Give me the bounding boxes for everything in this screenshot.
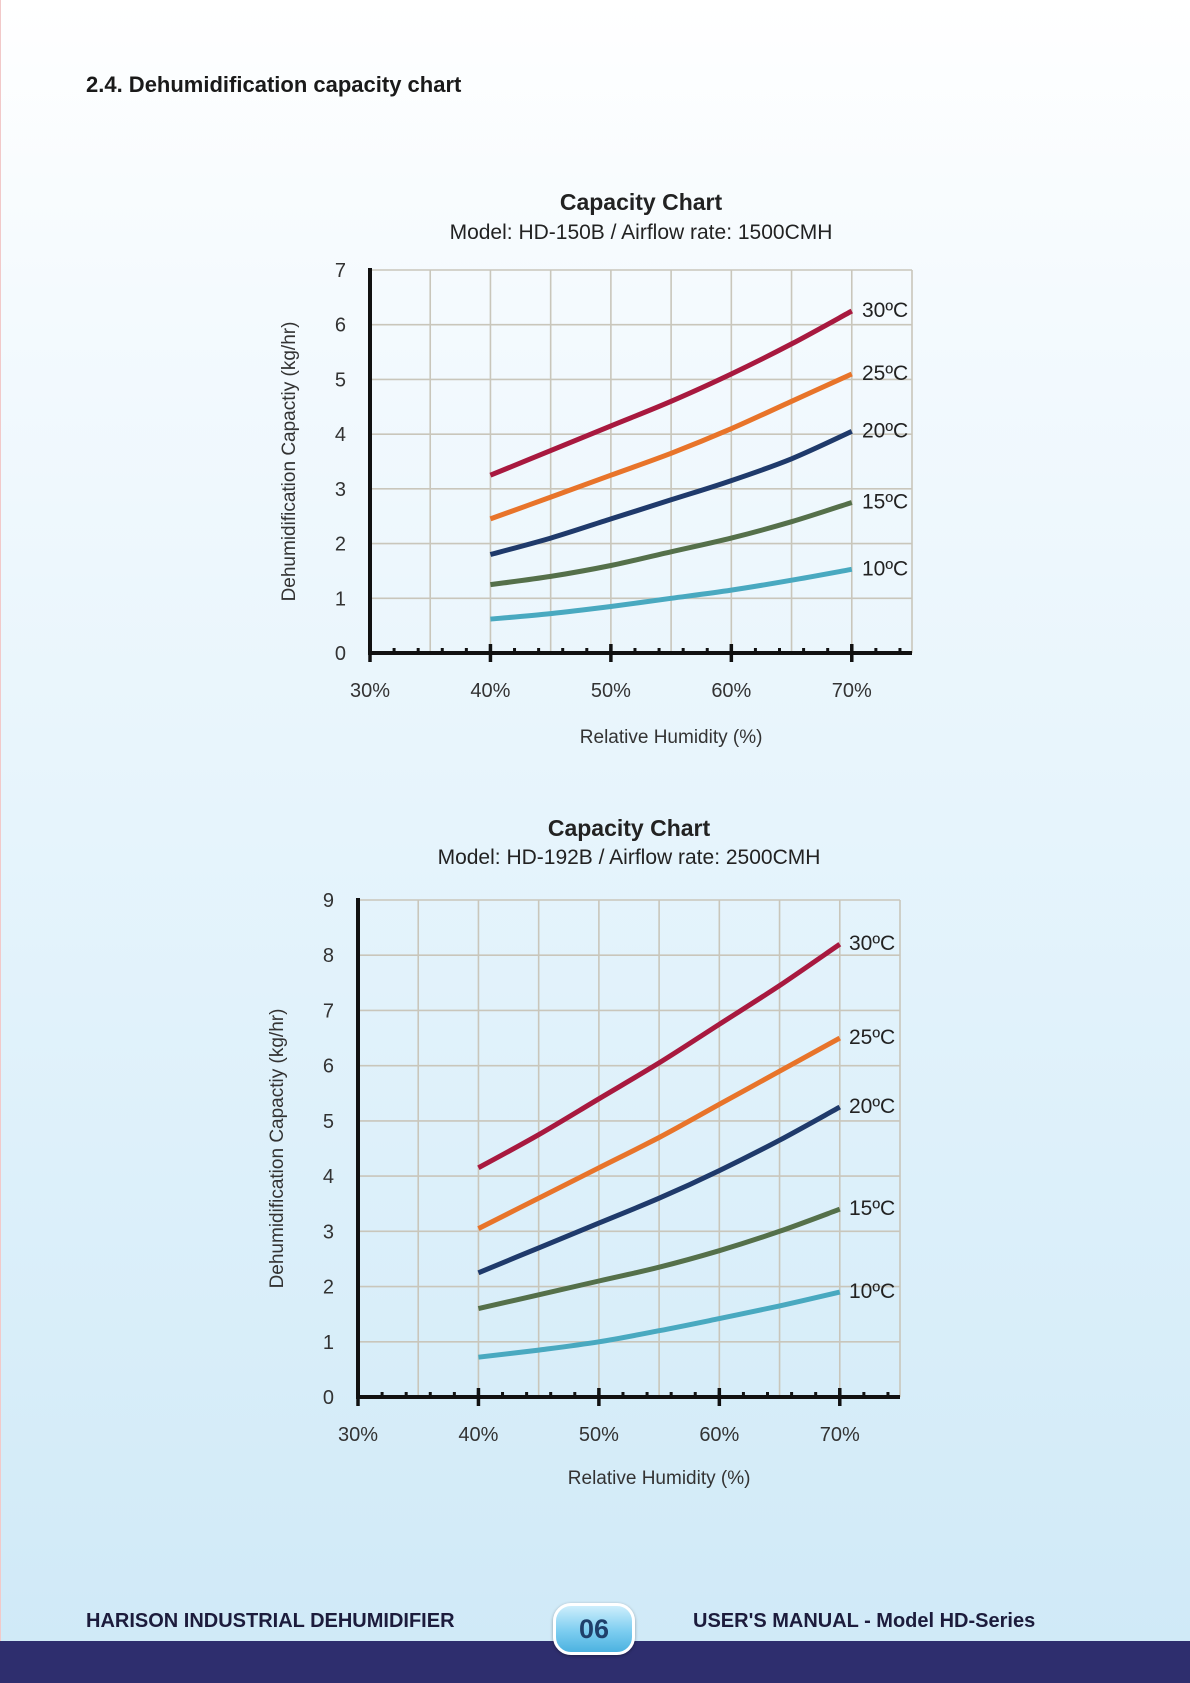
series-label: 25ºC: [862, 362, 908, 385]
y-tick-label: 8: [323, 945, 334, 967]
series-line-15c: [477, 1206, 841, 1312]
series-label: 30ºC: [849, 932, 895, 955]
y-tick-label: 6: [323, 1056, 334, 1078]
x-tick-label: 50%: [591, 680, 631, 702]
y-tick-label: 9: [323, 890, 334, 912]
y-tick-label: 6: [335, 315, 346, 337]
y-tick-label: 5: [335, 369, 346, 391]
y-tick-label: 3: [335, 479, 346, 501]
y-tick-label: 1: [335, 588, 346, 610]
x-tick-label: 60%: [711, 680, 751, 702]
series-label: 15ºC: [849, 1197, 895, 1220]
series-label: 30ºC: [862, 299, 908, 322]
x-tick-label: 40%: [458, 1424, 498, 1446]
x-tick-label: 60%: [699, 1424, 739, 1446]
series-label: 10ºC: [862, 557, 908, 580]
chart-subtitle: Model: HD-192B / Airflow rate: 2500CMH: [438, 846, 821, 869]
series-line-20c: [477, 1104, 841, 1276]
y-axis-label: Dehumidification Capactiy (kg/hr): [267, 1009, 288, 1289]
y-tick-label: 2: [335, 534, 346, 556]
x-tick-label: 40%: [470, 680, 510, 702]
series-line-20c: [489, 429, 853, 557]
chart-svg-hd150b: Capacity Chart Model: HD-150B / Airflow r…: [279, 189, 913, 748]
x-tick-label: 70%: [832, 680, 872, 702]
series-line-25c: [489, 371, 853, 522]
y-tick-label: 2: [323, 1277, 334, 1299]
x-tick-label: 30%: [350, 680, 390, 702]
chart-title: Capacity Chart: [548, 815, 711, 841]
y-tick-label: 1: [323, 1332, 334, 1354]
series-line-15c: [490, 500, 853, 588]
y-tick-label: 5: [323, 1111, 334, 1133]
chart-subtitle: Model: HD-150B / Airflow rate: 1500CMH: [450, 221, 833, 244]
chart-svg-hd192b: Capacity Chart Model: HD-192B / Airflow r…: [267, 815, 901, 1489]
series-label: 20ºC: [849, 1095, 895, 1118]
y-tick-label: 4: [335, 424, 346, 446]
x-tick-label: 30%: [338, 1424, 378, 1446]
chart-grid: [370, 269, 913, 653]
x-axis-label: Relative Humidity (%): [568, 1468, 751, 1489]
y-tick-label: 3: [323, 1221, 334, 1243]
chart-title: Capacity Chart: [560, 189, 723, 215]
capacity-chart-hd150b: Capacity Chart Model: HD-150B / Airflow r…: [0, 170, 1190, 760]
y-tick-label: 4: [323, 1166, 334, 1188]
capacity-chart-hd192b: Capacity Chart Model: HD-192B / Airflow r…: [0, 800, 1190, 1500]
chart-grid: [358, 899, 901, 1397]
series-label: 20ºC: [862, 419, 908, 442]
series-line-30c: [477, 942, 842, 1170]
y-tick-label: 7: [323, 1000, 334, 1022]
series-line-10c: [490, 566, 853, 622]
y-tick-label: 0: [323, 1387, 334, 1409]
section-title: 2.4. Dehumidification capacity chart: [86, 72, 462, 97]
series-line-30c: [489, 308, 853, 478]
series-label: 10ºC: [849, 1280, 895, 1303]
y-tick-label: 7: [335, 260, 346, 282]
x-tick-label: 50%: [579, 1424, 619, 1446]
series-label: 15ºC: [862, 491, 908, 514]
y-tick-label: 0: [335, 643, 346, 665]
footer-brand: HARISON INDUSTRIAL DEHUMIDIFIER: [86, 1610, 455, 1632]
x-tick-label: 70%: [820, 1424, 860, 1446]
footer-manual-title: USER'S MANUAL - Model HD-Series: [693, 1610, 1036, 1632]
series-label: 25ºC: [849, 1026, 895, 1049]
series-line-25c: [477, 1035, 841, 1231]
series-line-10c: [478, 1289, 841, 1360]
page-number-badge: 06: [553, 1603, 635, 1655]
y-axis-label: Dehumidification Capactiy (kg/hr): [279, 322, 300, 602]
x-axis-label: Relative Humidity (%): [580, 727, 763, 748]
